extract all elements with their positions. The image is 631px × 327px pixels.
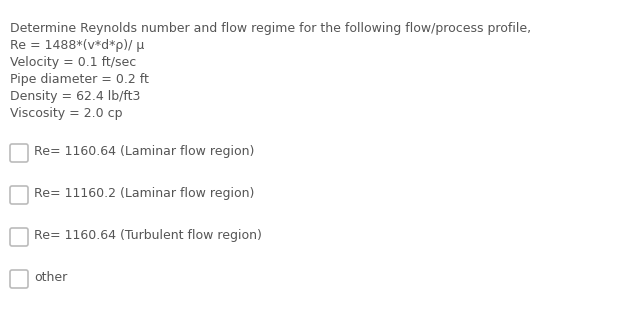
Text: other: other	[34, 271, 68, 284]
Text: Velocity = 0.1 ft/sec: Velocity = 0.1 ft/sec	[10, 56, 136, 69]
Text: Re= 11160.2 (Laminar flow region): Re= 11160.2 (Laminar flow region)	[34, 187, 254, 200]
Text: Re= 1160.64 (Turbulent flow region): Re= 1160.64 (Turbulent flow region)	[34, 229, 262, 242]
Text: Density = 62.4 lb/ft3: Density = 62.4 lb/ft3	[10, 90, 140, 103]
Text: Re = 1488*(v*d*ρ)/ μ: Re = 1488*(v*d*ρ)/ μ	[10, 39, 144, 52]
FancyBboxPatch shape	[10, 186, 28, 204]
Text: Determine Reynolds number and flow regime for the following flow/process profile: Determine Reynolds number and flow regim…	[10, 22, 531, 35]
FancyBboxPatch shape	[10, 228, 28, 246]
Text: Pipe diameter = 0.2 ft: Pipe diameter = 0.2 ft	[10, 73, 149, 86]
Text: Re= 1160.64 (Laminar flow region): Re= 1160.64 (Laminar flow region)	[34, 145, 254, 158]
Text: Viscosity = 2.0 cp: Viscosity = 2.0 cp	[10, 107, 122, 120]
FancyBboxPatch shape	[10, 270, 28, 288]
FancyBboxPatch shape	[10, 144, 28, 162]
